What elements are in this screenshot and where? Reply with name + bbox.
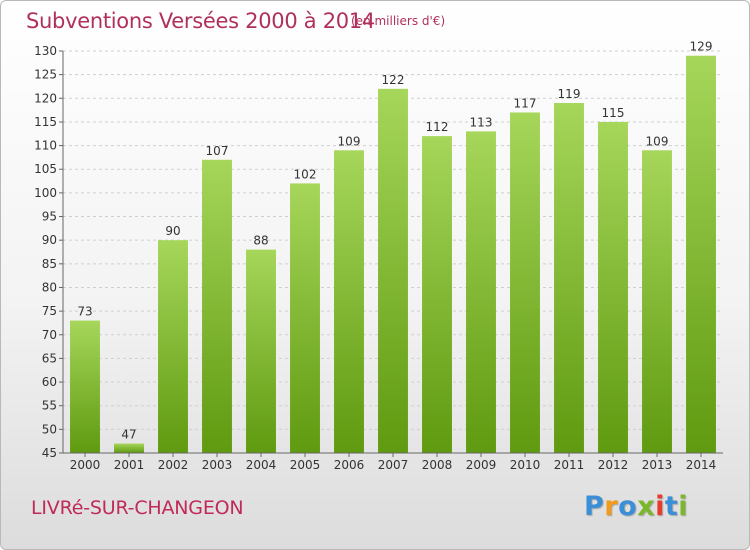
y-tick-label: 45 (42, 446, 57, 460)
value-label: 107 (206, 144, 229, 158)
x-tick-label: 2007 (378, 458, 409, 472)
bar-2011[interactable] (554, 103, 584, 453)
chart-title: Subventions Versées 2000 à 2014 (26, 9, 375, 33)
value-label: 88 (253, 234, 268, 248)
bar-2009[interactable] (466, 131, 496, 453)
unit-note: (en milliers d'€) (351, 14, 446, 28)
y-tick-label: 125 (34, 68, 57, 82)
bar-2007[interactable] (378, 88, 408, 453)
proxiti-logo[interactable]: Proxiti (584, 491, 688, 522)
y-tick-label: 110 (34, 139, 57, 153)
x-tick-label: 2012 (598, 458, 629, 472)
x-tick-label: 2006 (334, 458, 365, 472)
x-tick-label: 2004 (246, 458, 277, 472)
y-tick-label: 90 (42, 233, 57, 247)
y-tick-label: 85 (42, 257, 57, 271)
bar-2001[interactable] (114, 443, 144, 453)
bar-2013[interactable] (642, 150, 672, 454)
bar-2003[interactable] (202, 159, 232, 453)
value-label: 73 (77, 305, 92, 319)
logo-letter: r (604, 491, 619, 522)
x-tick-label: 2013 (642, 458, 673, 472)
x-tick-label: 2014 (686, 458, 717, 472)
x-tick-label: 2008 (422, 458, 453, 472)
value-label: 47 (121, 428, 136, 442)
logo-letter: t (664, 491, 679, 522)
value-label: 115 (602, 106, 625, 120)
x-tick-label: 2002 (158, 458, 189, 472)
y-tick-label: 80 (42, 280, 57, 294)
y-tick-label: 95 (42, 210, 57, 224)
logo-letter: o (618, 491, 638, 522)
commune-name: LIVRé-SUR-CHANGEON (31, 497, 244, 519)
value-label: 109 (338, 134, 361, 148)
x-tick-label: 2003 (202, 458, 233, 472)
y-tick-label: 55 (42, 399, 57, 413)
logo-letter: x (637, 491, 656, 522)
value-label: 117 (514, 96, 537, 110)
bar-2008[interactable] (422, 136, 452, 454)
bar-2010[interactable] (510, 112, 540, 453)
y-tick-label: 60 (42, 375, 57, 389)
x-tick-label: 2001 (114, 458, 145, 472)
bar-2002[interactable] (158, 240, 188, 453)
y-tick-label: 50 (42, 422, 57, 436)
x-tick-label: 2000 (70, 458, 101, 472)
x-tick-label: 2011 (554, 458, 585, 472)
value-label: 122 (382, 73, 405, 87)
value-label: 109 (646, 134, 669, 148)
x-tick-label: 2009 (466, 458, 497, 472)
y-tick-label: 70 (42, 328, 57, 342)
value-label: 129 (690, 40, 713, 54)
value-label: 90 (165, 224, 180, 238)
bar-2000[interactable] (70, 320, 100, 453)
bar-2012[interactable] (598, 121, 628, 454)
logo-letter: P (584, 491, 605, 522)
y-tick-label: 120 (34, 91, 57, 105)
value-label: 112 (426, 120, 449, 134)
x-tick-label: 2005 (290, 458, 321, 472)
y-tick-label: 100 (34, 186, 57, 200)
y-tick-label: 65 (42, 351, 57, 365)
x-tick-label: 2010 (510, 458, 541, 472)
bar-2004[interactable] (246, 249, 276, 453)
bar-2006[interactable] (334, 150, 364, 454)
value-label: 113 (470, 115, 493, 129)
y-tick-label: 115 (34, 115, 57, 129)
bar-2005[interactable] (290, 183, 320, 453)
logo-letter: i (655, 491, 665, 522)
bar-2014[interactable] (686, 55, 716, 454)
logo-letter: i (678, 491, 689, 522)
value-label: 102 (294, 167, 317, 181)
y-tick-label: 75 (42, 304, 57, 318)
y-tick-label: 105 (34, 162, 57, 176)
y-tick-label: 130 (34, 44, 57, 58)
value-label: 119 (558, 87, 581, 101)
